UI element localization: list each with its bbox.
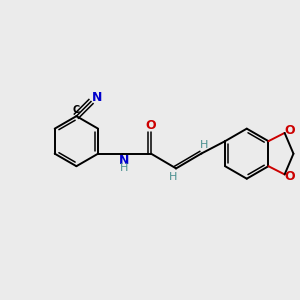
Text: H: H xyxy=(119,164,128,173)
Text: O: O xyxy=(284,170,295,183)
Text: H: H xyxy=(169,172,177,182)
Text: H: H xyxy=(200,140,208,150)
Text: O: O xyxy=(284,124,295,137)
Text: C: C xyxy=(72,105,80,115)
Text: N: N xyxy=(92,91,102,103)
Text: N: N xyxy=(118,154,129,167)
Text: O: O xyxy=(146,118,156,132)
